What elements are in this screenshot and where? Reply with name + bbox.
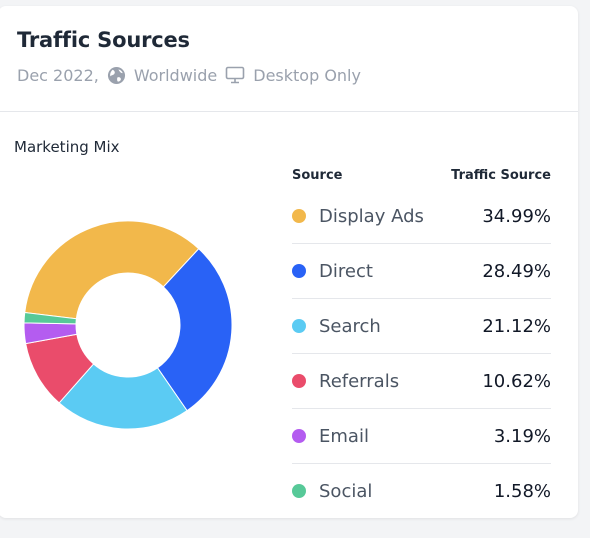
legend-row: Direct 28.49% [292,244,551,299]
legend-source-name: Display Ads [319,205,424,227]
card-meta: Dec 2022, Worldwide [17,65,361,85]
donut-slice-search [58,363,188,430]
legend-color-dot [292,319,306,333]
globe-icon [107,66,126,85]
header-divider [0,111,578,112]
legend-source-name: Direct [319,260,373,282]
legend-row-label: Email [292,426,369,447]
legend-row: Display Ads 34.99% [292,189,551,244]
legend-row: Referrals 10.62% [292,354,551,409]
legend-source-value: 10.62% [482,370,551,392]
donut-slice-display-ads [24,220,200,320]
legend-source-name: Referrals [319,370,400,392]
legend-source-value: 1.58% [493,480,551,502]
legend-source-name: Email [319,425,369,447]
legend-source-value: 34.99% [482,205,551,227]
legend-row: Search 21.12% [292,299,551,354]
legend-color-dot [292,209,306,223]
legend-row-label: Referrals [292,371,399,392]
legend-source-name: Social [319,480,373,502]
donut-chart [23,220,233,430]
legend-color-dot [292,264,306,278]
device-label: Desktop Only [253,65,361,85]
date-label: Dec 2022, [17,65,99,85]
chart-title: Marketing Mix [14,138,120,156]
legend-source-name: Search [319,315,381,337]
legend-header: Source Traffic Source [292,161,551,189]
legend-color-dot [292,374,306,388]
legend-table: Source Traffic Source Display Ads 34.99% D… [292,161,551,518]
legend-row-label: Display Ads [292,206,424,227]
card-header: Traffic Sources Dec 2022, Worldwide [0,6,578,112]
legend-row: Social 1.58% [292,464,551,518]
donut-slice-social [23,311,77,325]
legend-row: Email 3.19% [292,409,551,464]
traffic-sources-card: Traffic Sources Dec 2022, Worldwide [0,6,578,518]
share-column-header: Traffic Source [451,167,551,183]
legend-source-value: 3.19% [493,425,551,447]
legend-color-dot [292,429,306,443]
region-label: Worldwide [133,65,218,85]
legend-row-label: Social [292,481,372,502]
donut-slice-direct [156,248,233,412]
card-title: Traffic Sources [17,28,190,52]
monitor-icon [225,65,245,85]
legend-row-label: Search [292,316,381,337]
legend-source-value: 21.12% [482,315,551,337]
legend-source-value: 28.49% [482,260,551,282]
legend-row-label: Direct [292,261,373,282]
legend-color-dot [292,484,306,498]
source-column-header: Source [292,167,343,183]
